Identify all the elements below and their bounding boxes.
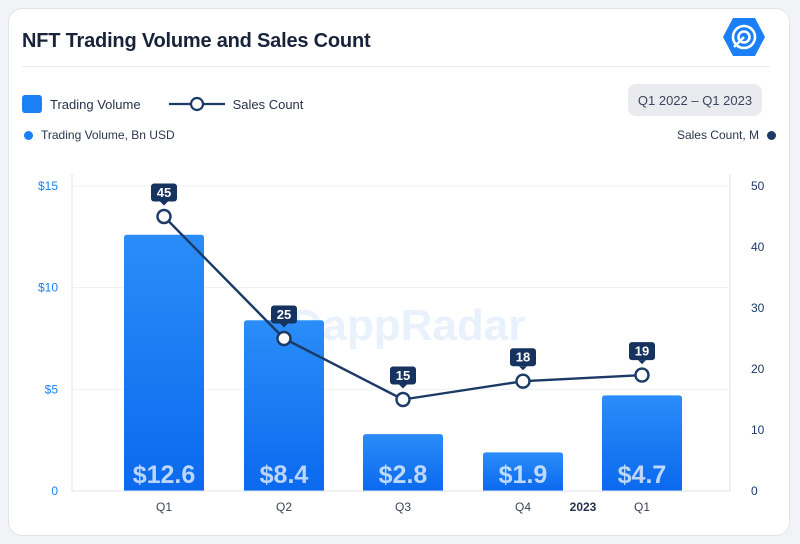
watermark-text: DappRadar <box>291 301 526 350</box>
sales-count-label: 19 <box>635 344 649 359</box>
sales-count-label: 45 <box>157 185 171 200</box>
sales-count-label-pointer <box>638 360 646 365</box>
sales-count-point <box>276 330 292 347</box>
sales-count-label-bg <box>510 348 536 367</box>
bar <box>124 234 204 492</box>
sales-count-point <box>515 373 531 389</box>
x-tick-label: Q3 <box>395 500 411 514</box>
sales-count-label-pointer <box>160 201 168 206</box>
bar-value-label: $4.7 <box>618 461 667 489</box>
x-tick-label: Q4 <box>515 500 531 514</box>
sales-count-label-bg <box>151 183 177 202</box>
sales-count-label: 25 <box>277 307 291 322</box>
bar-series: $12.6 $8.4 $2.8 $1.9 $4.7 <box>124 234 682 492</box>
right-tick-label: 50 <box>751 179 765 193</box>
sales-count-label-pointer <box>280 323 288 328</box>
x-tick-label: Q1 <box>156 500 172 514</box>
year-marker-label: 2023 <box>570 500 597 514</box>
bar-value-label: $12.6 <box>133 461 196 489</box>
x-tick-label: Q1 <box>634 500 650 514</box>
sales-count-label-bg <box>390 366 416 385</box>
x-tick-label: Q2 <box>276 500 292 514</box>
axes: 0 $5 $10 $15 0 10 20 30 40 50 Q1 Q2 Q3 Q4 Q1 2023 <box>38 174 765 514</box>
legend: Trading Volume Sales Count <box>22 93 303 115</box>
sales-count-label-pointer <box>519 366 527 371</box>
legend-line-label: Sales Count <box>232 96 304 112</box>
bar <box>363 434 443 491</box>
sales-count-point <box>634 367 650 383</box>
left-axis-title: Trading Volume, Bn USD <box>24 128 175 142</box>
right-axis-title-text: Sales Count, M <box>676 128 759 142</box>
bar <box>244 320 324 491</box>
bar <box>602 395 682 491</box>
bar-value-label: $1.9 <box>499 461 548 489</box>
right-axis-title: Sales Count, M <box>677 128 776 142</box>
date-range-badge: Q1 2022 – Q1 2023 <box>628 84 762 116</box>
sales-count-label: 18 <box>516 350 530 365</box>
bar <box>483 452 563 491</box>
right-tick-label: 30 <box>751 301 765 315</box>
bar-value-label: $8.4 <box>260 461 309 489</box>
sales-count-label-bg <box>629 342 655 361</box>
line-series: 45 25 15 18 19 <box>151 183 655 408</box>
left-tick-label: $5 <box>45 382 59 396</box>
title-divider <box>22 66 770 67</box>
chart-title: NFT Trading Volume and Sales Count <box>22 30 371 52</box>
left-axis-dot <box>24 130 33 140</box>
left-tick-label: $10 <box>38 281 58 295</box>
sales-count-label-pointer <box>399 384 407 389</box>
right-tick-label: 20 <box>751 362 765 376</box>
bar-value-label: $2.8 <box>379 461 428 489</box>
left-tick-label: $15 <box>38 179 58 193</box>
sales-count-label-bg <box>271 305 297 324</box>
dappradar-logo-icon <box>723 18 765 56</box>
right-axis-dot <box>767 130 776 140</box>
legend-bar-label: Trading Volume <box>50 96 141 112</box>
right-tick-label: 0 <box>751 484 758 498</box>
sales-count-point <box>156 208 172 225</box>
left-tick-label: 0 <box>51 484 58 498</box>
right-tick-label: 10 <box>751 423 765 437</box>
sales-count-label: 15 <box>396 368 410 383</box>
legend-line-swatch <box>168 96 225 112</box>
legend-bar-swatch <box>22 95 42 113</box>
left-axis-title-text: Trading Volume, Bn USD <box>41 128 175 142</box>
right-tick-label: 40 <box>751 240 765 254</box>
sales-count-point <box>395 391 411 408</box>
